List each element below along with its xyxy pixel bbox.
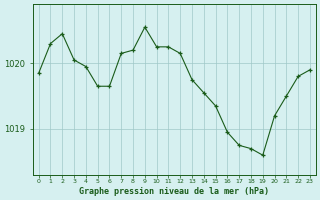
X-axis label: Graphe pression niveau de la mer (hPa): Graphe pression niveau de la mer (hPa) [79, 187, 269, 196]
